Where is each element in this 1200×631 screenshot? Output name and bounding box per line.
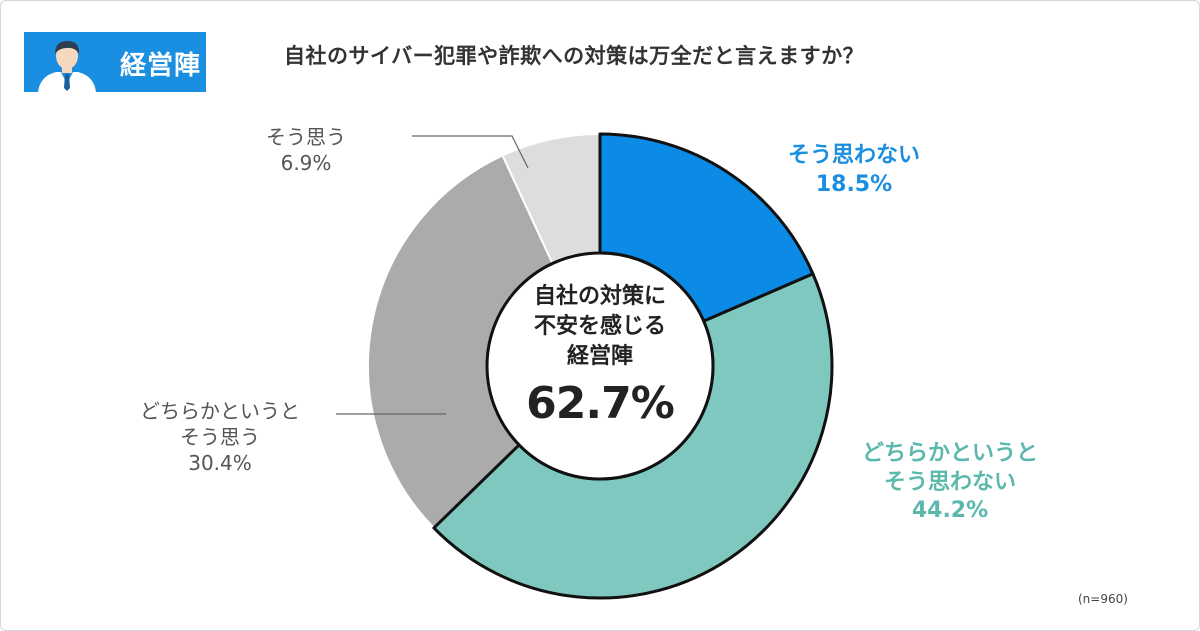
chart-title: 自社のサイバー犯罪や詐欺への対策は万全だと言えますか？ xyxy=(284,44,865,68)
center-line-1: 自社の対策に xyxy=(533,284,666,309)
businessman-icon xyxy=(38,41,96,92)
slice-label-text: どちらかというと xyxy=(861,441,1038,466)
center-summary: 自社の対策に 不安を感じる 経営陣 62.7% xyxy=(492,282,708,432)
slice-label-somewhat-agree: どちらかというと そう思う 30.4% xyxy=(120,398,320,476)
slice-label-agree: そう思う 6.9% xyxy=(246,124,366,176)
leader-line-agree xyxy=(412,135,529,169)
slice-label-not-agree: そう思わない 18.5% xyxy=(766,142,942,199)
slice-label-text: そう思う xyxy=(180,425,260,449)
slice-label-pct: 18.5% xyxy=(815,171,893,197)
slice-label-text: そう思わない xyxy=(883,469,1016,495)
slice-label-text: どちらかというと xyxy=(140,399,300,423)
badge-label: 経営陣 xyxy=(120,51,202,81)
slice-label-pct: 44.2% xyxy=(911,498,989,524)
slice-label-text: そう思う xyxy=(266,125,346,149)
slice-label-pct: 30.4% xyxy=(188,451,252,475)
center-line-3: 経営陣 xyxy=(566,344,633,369)
center-value: 62.7% xyxy=(526,378,675,429)
slice-label-pct: 6.9% xyxy=(280,151,332,175)
donut-hole xyxy=(485,251,715,481)
center-line-2: 不安を感じる xyxy=(533,314,666,339)
respondent-badge: 経営陣 xyxy=(24,32,206,92)
slice-label-text: そう思わない xyxy=(787,143,920,168)
slice-label-somewhat-disagree: どちらかというと そう思わない 44.2% xyxy=(836,440,1064,526)
sample-size-note: (n=960) xyxy=(1078,592,1128,606)
